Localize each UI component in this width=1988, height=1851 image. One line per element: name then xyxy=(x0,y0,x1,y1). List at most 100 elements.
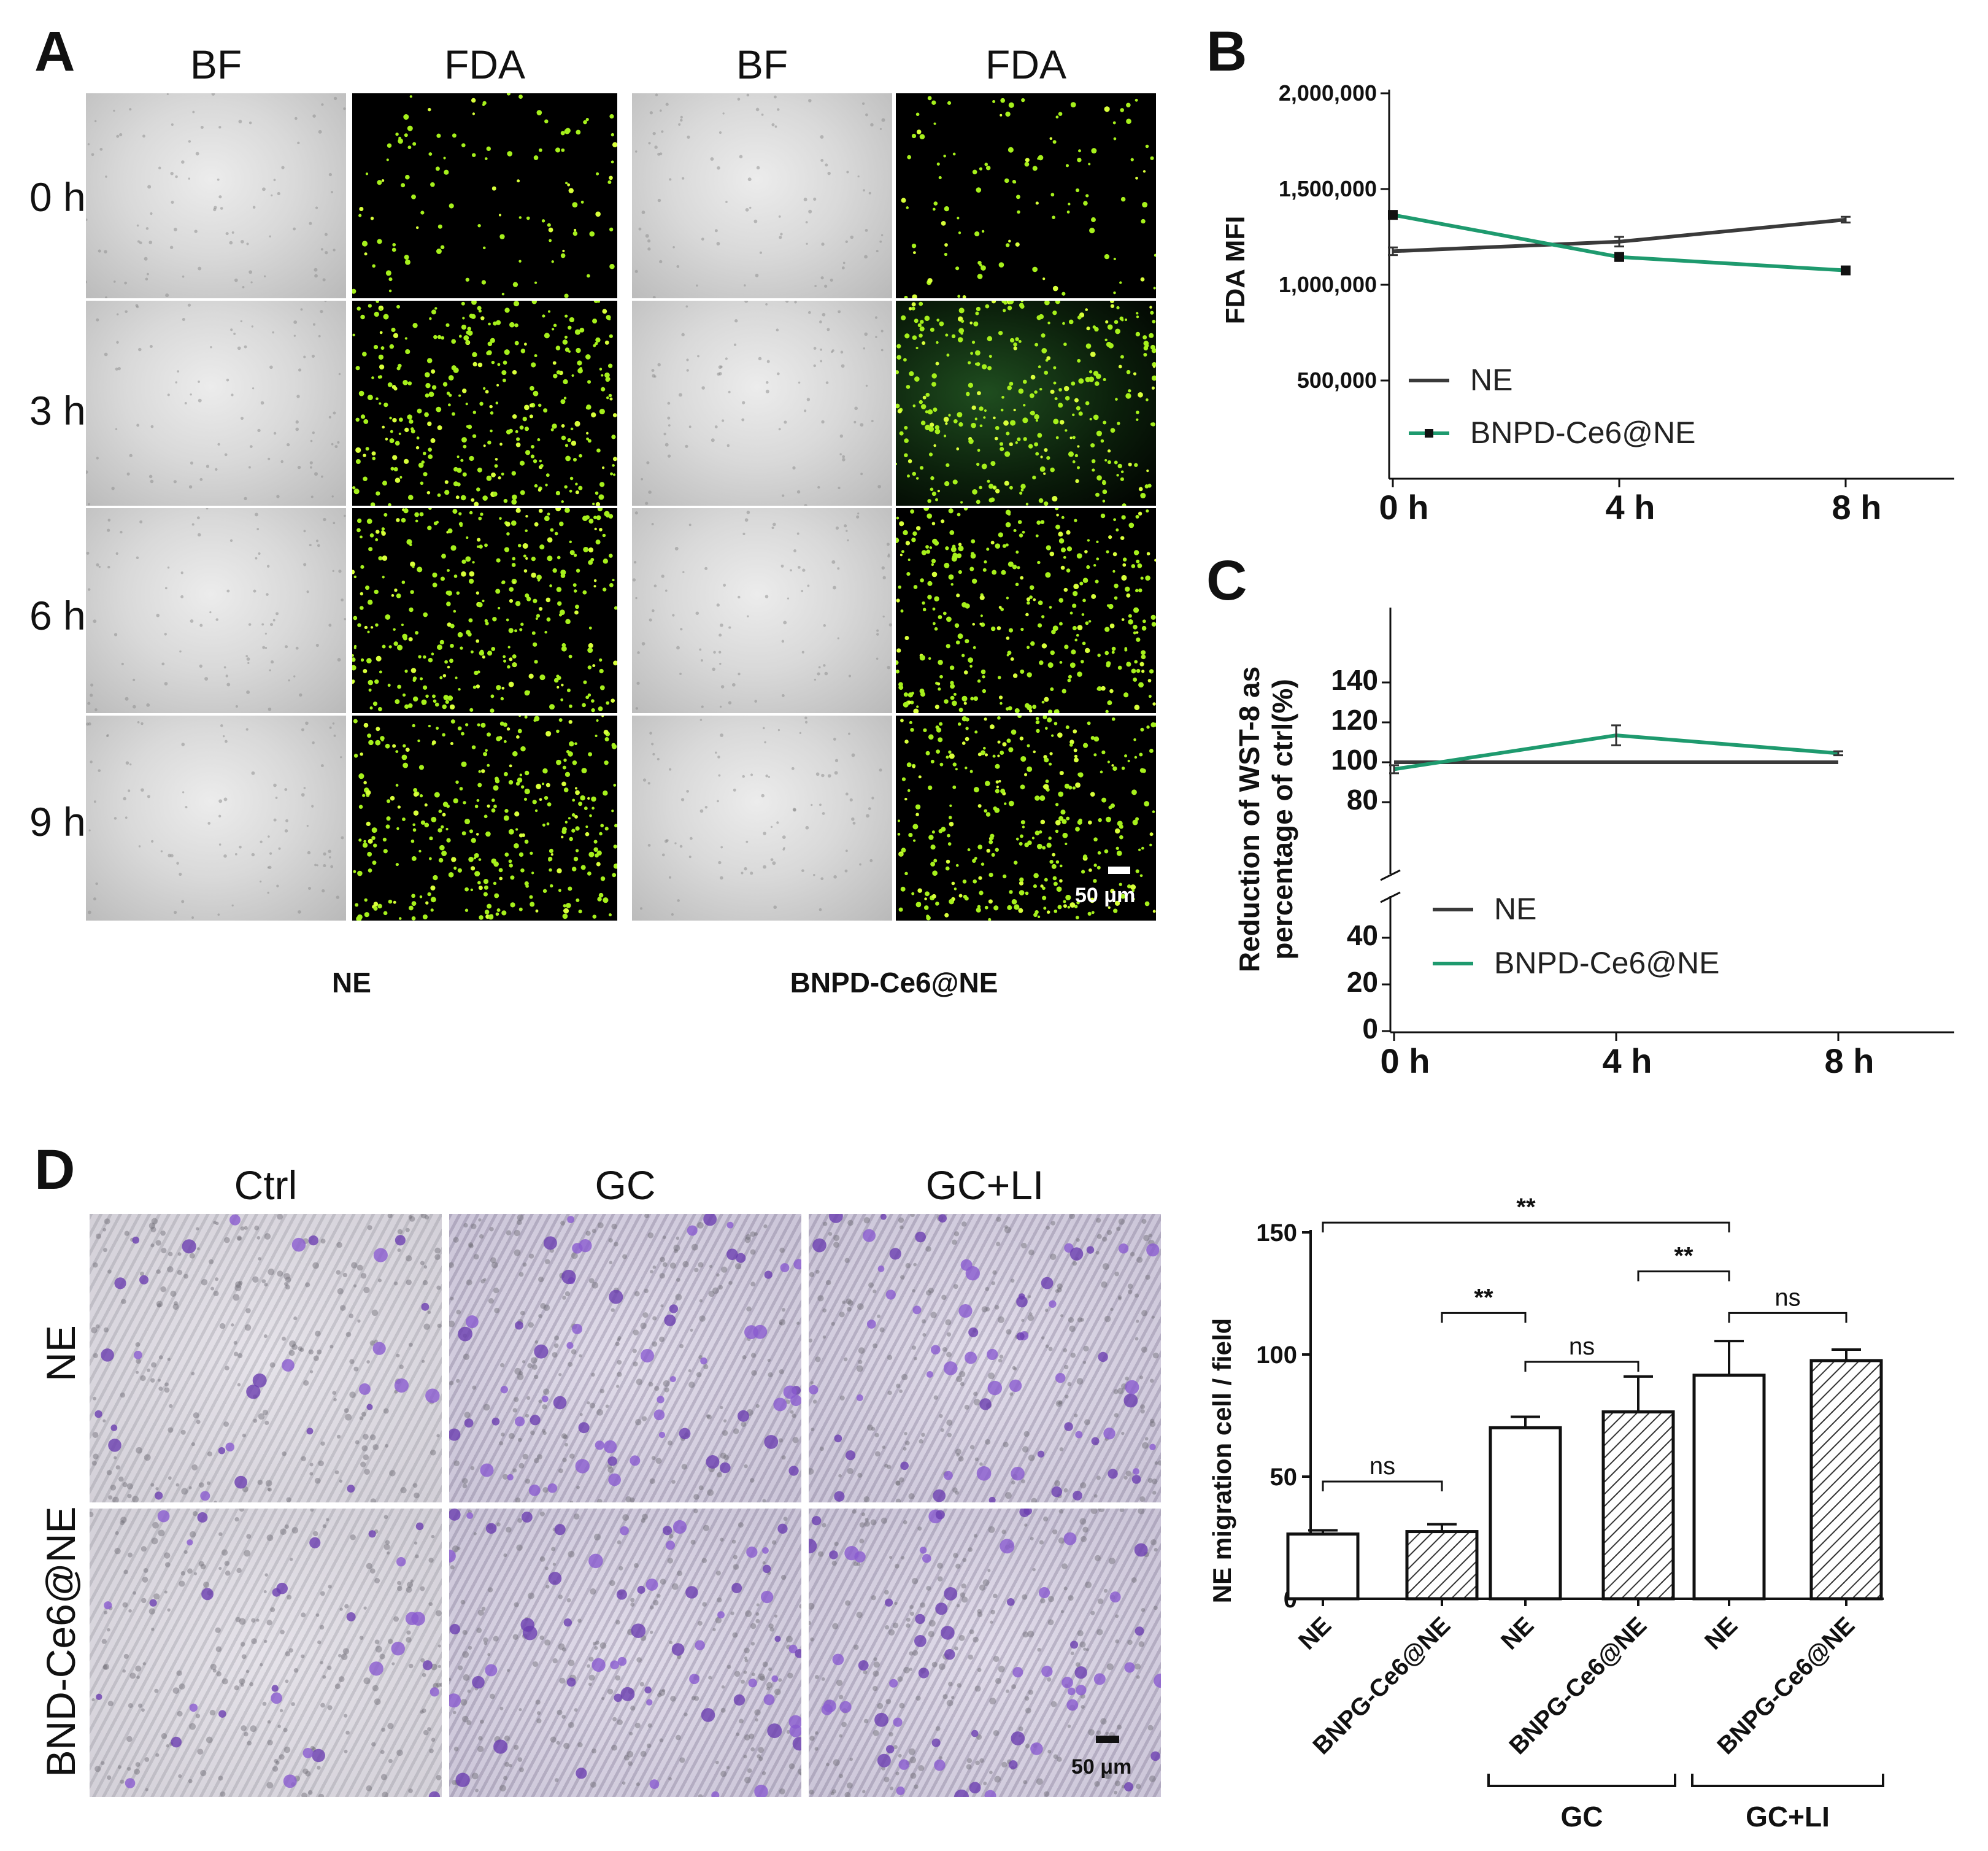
cell-dot xyxy=(404,255,409,260)
pore-dot xyxy=(847,1307,852,1312)
pore-dot xyxy=(381,1728,386,1732)
cell-dot xyxy=(661,574,665,578)
cell-dot xyxy=(164,587,168,590)
cell-dot xyxy=(950,898,954,902)
pore-dot xyxy=(342,1272,348,1278)
cell-dot xyxy=(271,194,273,197)
cell-dot xyxy=(93,800,96,803)
cell-dot xyxy=(128,789,131,792)
pore-dot xyxy=(587,1664,591,1668)
cell-dot xyxy=(360,535,363,539)
cell-dot xyxy=(941,519,945,524)
cell-dot xyxy=(180,571,183,574)
cell-dot xyxy=(1111,651,1115,654)
pore-dot xyxy=(123,1569,128,1575)
cell-dot xyxy=(612,464,615,467)
cell-dot xyxy=(1069,740,1074,744)
pore-dot xyxy=(327,1705,333,1710)
cell-dot xyxy=(1029,393,1034,398)
cell-dot xyxy=(1120,355,1124,359)
cell-dot xyxy=(1100,770,1103,774)
cell-dot xyxy=(458,512,462,516)
pore-dot xyxy=(406,1255,412,1262)
cell-dot xyxy=(453,466,458,472)
cell-dot xyxy=(1110,304,1115,308)
pore-dot xyxy=(649,1605,654,1610)
cell-dot xyxy=(603,790,608,796)
cell-dot xyxy=(981,265,986,271)
pore-dot xyxy=(526,1396,531,1401)
pore-dot xyxy=(319,1625,325,1630)
pore-dot xyxy=(320,1239,326,1244)
cell-dot xyxy=(1055,524,1060,530)
pore-dot xyxy=(475,1788,479,1793)
cell-dot xyxy=(572,583,577,587)
y-tick-label: 80 xyxy=(1347,784,1378,816)
cell-dot xyxy=(1043,784,1049,790)
pore-dot xyxy=(107,1269,112,1274)
migrated-cell xyxy=(394,1378,409,1393)
pore-dot xyxy=(1093,1494,1098,1498)
pore-dot xyxy=(781,1308,785,1312)
cell-dot xyxy=(983,416,986,419)
cell-dot xyxy=(439,844,445,851)
cell-dot xyxy=(680,628,683,631)
cell-dot xyxy=(1046,545,1052,551)
pore-dot xyxy=(1115,1639,1119,1644)
pore-dot xyxy=(953,1284,958,1289)
cell-dot xyxy=(933,444,936,447)
pore-dot xyxy=(423,1323,430,1330)
cell-dot xyxy=(389,344,395,349)
pore-dot xyxy=(956,1604,960,1608)
pore-dot xyxy=(431,1737,436,1742)
pore-dot xyxy=(200,1769,207,1777)
cell-dot xyxy=(1147,679,1152,682)
pore-dot xyxy=(499,1362,505,1367)
pore-dot xyxy=(1157,1460,1161,1466)
cell-dot xyxy=(385,824,390,829)
cell-dot xyxy=(371,451,376,456)
migrated-cell xyxy=(832,1653,844,1666)
cell-dot xyxy=(1150,311,1154,315)
pore-dot xyxy=(863,1217,870,1224)
cell-dot xyxy=(469,571,475,577)
cell-dot xyxy=(412,323,418,328)
cell-dot xyxy=(88,829,91,832)
migrated-cell xyxy=(896,1786,905,1795)
cell-dot xyxy=(651,523,654,525)
cell-dot xyxy=(273,179,276,182)
pore-dot xyxy=(128,1609,132,1613)
pore-dot xyxy=(338,1653,342,1658)
migrated-cell xyxy=(422,1660,433,1671)
cell-dot xyxy=(593,579,597,582)
cell-dot xyxy=(1037,623,1042,628)
cell-dot xyxy=(534,281,537,284)
cell-dot xyxy=(1133,607,1139,613)
cell-dot xyxy=(911,537,916,543)
migrated-cell xyxy=(449,1509,461,1521)
pore-dot xyxy=(235,1617,241,1623)
pore-dot xyxy=(622,1254,627,1259)
cell-dot xyxy=(927,409,933,415)
pore-dot xyxy=(461,1478,468,1484)
pore-dot xyxy=(1095,1555,1101,1561)
pore-dot xyxy=(960,1592,966,1598)
cell-dot xyxy=(908,307,912,311)
cell-dot xyxy=(369,533,374,538)
cell-dot xyxy=(190,461,193,465)
pore-dot xyxy=(691,1243,698,1251)
cell-dot xyxy=(813,347,817,350)
cell-dot xyxy=(471,153,476,157)
cell-dot xyxy=(407,125,413,131)
cell-dot xyxy=(924,315,930,321)
pore-dot xyxy=(234,1517,239,1522)
cell-dot xyxy=(1003,301,1007,305)
cell-dot xyxy=(834,759,839,762)
legend-label: BNPD-Ce6@NE xyxy=(1470,415,1696,450)
cell-dot xyxy=(560,131,565,136)
cell-dot xyxy=(557,555,561,560)
cell-dot xyxy=(245,728,248,731)
cell-dot xyxy=(258,552,261,555)
cell-dot xyxy=(824,671,828,676)
migrated-cell xyxy=(1069,1247,1084,1261)
